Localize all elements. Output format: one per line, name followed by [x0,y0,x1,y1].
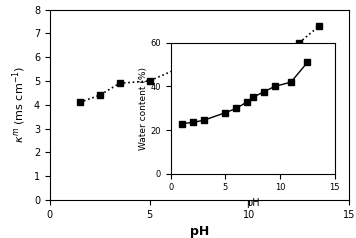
X-axis label: pH: pH [246,198,260,208]
Y-axis label: $\kappa^m$ (ms cm$^{-1}$): $\kappa^m$ (ms cm$^{-1}$) [11,66,28,143]
Y-axis label: Water content (%): Water content (%) [139,67,148,150]
X-axis label: pH: pH [190,225,209,238]
